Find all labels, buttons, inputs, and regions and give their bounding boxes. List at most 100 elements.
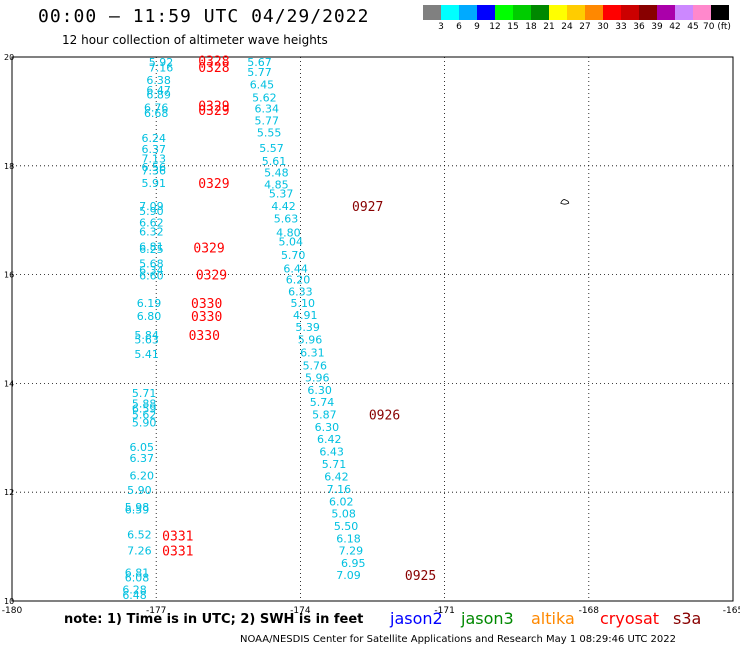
x-tick-label: -180 (2, 606, 23, 616)
colorbar-label: 12 (489, 22, 501, 32)
y-tick-label: 12 (4, 488, 14, 497)
pass-time-label: 0927 (352, 200, 383, 215)
swh-value-label: 7.13 (142, 153, 167, 166)
swh-value-label: 5.90 (132, 417, 157, 430)
swh-value-label: 5.71 (322, 458, 347, 471)
colorbar-swatch (459, 5, 477, 20)
colorbar-label: 9 (474, 22, 480, 32)
swh-value-label: 6.60 (139, 270, 164, 283)
swh-value-label: 6.19 (137, 297, 162, 310)
swh-value-label: 6.25 (139, 243, 164, 256)
swh-value-label: 5.41 (134, 348, 159, 361)
legend-altika: altika (531, 609, 575, 628)
colorbar-label: 45 (687, 22, 699, 32)
pass-time-label: 0330 (191, 297, 222, 312)
colorbar-swatch (495, 5, 513, 20)
pass-time-label: 0330 (191, 310, 222, 325)
swh-value-label: 6.95 (341, 557, 366, 570)
swh-value-label: 5.71 (132, 387, 157, 400)
colorbar-label: 6 (456, 22, 462, 32)
swh-value-label: 7.36 (142, 165, 167, 178)
colorbar-label: 18 (525, 22, 537, 32)
swh-value-label: 5.70 (281, 249, 306, 262)
pass-time-label: 0328 (198, 61, 229, 76)
legend-s3a: s3a (673, 609, 702, 628)
swh-value-label: 5.37 (269, 188, 294, 201)
swh-value-label: 7.16 (327, 483, 352, 496)
swh-value-label: 5.92 (149, 56, 174, 69)
swh-value-label: 6.02 (329, 495, 354, 508)
swh-value-label: 6.68 (144, 107, 169, 120)
y-tick-label: 20 (4, 53, 14, 62)
swh-value-label: 6.76 (144, 102, 169, 115)
swh-value-label: 5.48 (264, 166, 289, 179)
colorbar-label: 42 (669, 22, 681, 32)
colorbar-swatch (549, 5, 567, 20)
wave-height-values: 5.927.166.386.476.896.766.686.246.377.13… (122, 56, 365, 602)
swh-value-label: 6.20 (130, 469, 155, 482)
swh-value-label: 6.81 (139, 240, 164, 253)
pass-time-label: 0329 (198, 177, 229, 192)
swh-value-label: 6.62 (139, 216, 164, 229)
colorbar-swatch (423, 5, 441, 20)
x-tick-label: -177 (146, 606, 166, 616)
swh-value-label: 5.08 (331, 507, 356, 520)
colorbar-label: 3 (438, 22, 444, 32)
swh-value-label: 6.59 (132, 402, 157, 415)
x-tick-label: -165 (723, 606, 740, 616)
swh-value-label: 6.30 (307, 384, 332, 397)
colorbar-swatch (693, 5, 711, 20)
colorbar-label: 70 (ft) (703, 22, 731, 32)
swh-value-label: 6.30 (315, 421, 340, 434)
pass-time-labels: 0328032803290329032903290329033003300330… (162, 54, 436, 584)
swh-value-label: 5.10 (291, 297, 316, 310)
plot-frame (11, 56, 734, 602)
swh-value-label: 5.63 (134, 333, 159, 346)
swh-value-label: 5.62 (132, 408, 157, 421)
island-outline (560, 199, 570, 205)
swh-value-label: 5.90 (127, 484, 152, 497)
swh-value-label: 6.38 (146, 74, 171, 87)
swh-value-label: 6.56 (142, 161, 167, 174)
swh-value-label: 5.74 (310, 396, 335, 409)
swh-value-label: 6.24 (142, 132, 167, 145)
swh-value-label: 6.34 (255, 103, 280, 116)
swh-value-label: 5.57 (259, 142, 284, 155)
pass-time-label: 0329 (193, 241, 224, 256)
swh-value-label: 5.55 (257, 127, 282, 140)
swh-value-label: 5.90 (139, 205, 164, 218)
x-tick-label: -171 (434, 606, 454, 616)
swh-value-label: 5.77 (255, 115, 280, 128)
legend-jason3: jason3 (461, 609, 514, 628)
pass-time-label: 0330 (189, 329, 220, 344)
swh-value-label: 5.98 (125, 501, 150, 514)
footer-credit: NOAA/NESDIS Center for Satellite Applica… (240, 634, 676, 645)
swh-value-label: 5.68 (139, 258, 164, 271)
swh-value-label: 5.62 (252, 91, 277, 104)
swh-value-label: 5.04 (279, 235, 304, 248)
colorbar-swatch (639, 5, 657, 20)
y-tick-label: 16 (4, 271, 14, 280)
swh-value-label: 6.32 (139, 226, 164, 239)
swh-value-label: 5.77 (247, 66, 272, 79)
swh-value-label: 5.96 (298, 333, 323, 346)
swh-value-label: 4.85 (264, 178, 289, 191)
swh-value-label: 6.80 (137, 310, 162, 323)
swh-value-label: 6.33 (288, 285, 313, 298)
swh-value-label: 5.91 (142, 177, 167, 190)
colorbar-swatch (675, 5, 693, 20)
pass-time-label: 0331 (162, 530, 193, 545)
swh-value-label: 6.28 (122, 584, 147, 597)
swh-value-label: 4.80 (276, 227, 301, 240)
y-tick-label: 10 (4, 597, 14, 606)
y-tick-label: 18 (4, 162, 14, 171)
pass-time-label: 0329 (196, 269, 227, 284)
colorbar-label: 24 (561, 22, 573, 32)
legend-cryosat: cryosat (600, 609, 660, 628)
swh-value-label: 6.31 (300, 346, 325, 359)
x-tick-label: -174 (290, 606, 311, 616)
grid-lines (12, 57, 733, 601)
swh-value-label: 7.09 (139, 200, 164, 213)
swh-value-label: 7.09 (336, 569, 361, 582)
swh-value-label: 4.91 (293, 309, 318, 322)
